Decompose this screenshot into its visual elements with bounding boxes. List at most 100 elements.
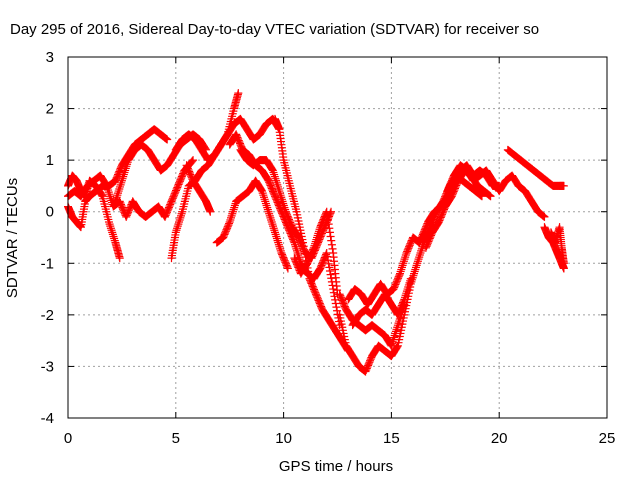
data-point (323, 211, 332, 220)
data-point (258, 189, 267, 198)
data-point (315, 225, 324, 234)
data-point (401, 253, 410, 262)
data-point (397, 265, 406, 274)
data-point (97, 190, 106, 199)
data-point (437, 199, 446, 208)
data-series (212, 176, 292, 273)
data-point (106, 224, 115, 233)
data-point (292, 244, 301, 253)
data-series (64, 125, 172, 232)
data-point (322, 250, 331, 259)
data-point (228, 209, 237, 218)
data-point (112, 193, 121, 202)
data-point (230, 201, 239, 210)
data-point (269, 222, 278, 231)
data-point (403, 285, 412, 294)
y-tick-label: 0 (46, 204, 54, 221)
data-point (189, 156, 198, 165)
data-point (399, 257, 408, 266)
data-point (105, 190, 114, 199)
data-point (277, 193, 286, 202)
data-point (276, 191, 285, 200)
data-point (397, 263, 406, 272)
data-point (396, 269, 405, 278)
data-point (263, 205, 272, 214)
data-point (299, 242, 308, 251)
data-point (268, 166, 277, 175)
data-point (413, 257, 422, 266)
data-point (400, 293, 409, 302)
data-point (328, 244, 337, 253)
data-point (304, 271, 313, 280)
data-point (325, 263, 334, 272)
data-point (187, 158, 196, 167)
axis-ticks: 0 5 10 15 20 25 -4 -3 -2 -1 0 1 2 3 (41, 49, 616, 447)
data-point (401, 251, 410, 260)
data-point (163, 135, 172, 144)
data-point (107, 226, 116, 235)
y-tick-label: -4 (41, 410, 54, 427)
data-point (302, 261, 311, 270)
data-point (395, 317, 404, 326)
data-point (395, 271, 404, 280)
data-series (348, 274, 415, 330)
data-point (272, 176, 281, 185)
x-tick-label: 0 (64, 430, 72, 447)
data-point (404, 283, 413, 292)
data-point (314, 227, 323, 236)
data-points (64, 89, 568, 376)
data-series (171, 89, 243, 165)
data-point (119, 172, 128, 181)
y-tick-label: -3 (41, 358, 54, 375)
grid-lines (68, 57, 607, 418)
data-point (112, 195, 121, 204)
data-point (118, 174, 127, 183)
data-point (310, 241, 319, 250)
data-point (270, 228, 279, 237)
x-axis-label: GPS time / hours (279, 458, 393, 475)
data-point (261, 199, 270, 208)
data-point (268, 220, 277, 229)
data-point (278, 197, 287, 206)
data-point (117, 176, 126, 185)
data-point (222, 131, 231, 140)
data-point (394, 319, 403, 328)
data-point (123, 160, 132, 169)
data-point (311, 237, 320, 246)
data-point (229, 205, 238, 214)
data-point (109, 232, 118, 241)
data-point (393, 323, 402, 332)
data-point (188, 157, 197, 166)
data-point (281, 205, 290, 214)
data-point (174, 220, 183, 229)
data-point (259, 193, 268, 202)
y-tick-label: -2 (41, 307, 54, 324)
data-point (274, 240, 283, 249)
data-point (265, 211, 274, 220)
data-point (260, 195, 269, 204)
data-point (262, 201, 271, 210)
data-point (119, 170, 128, 179)
data-point (274, 238, 283, 247)
data-point (540, 212, 549, 221)
data-point (410, 269, 419, 278)
data-point (299, 238, 308, 247)
data-point (116, 180, 125, 189)
data-point (293, 231, 302, 240)
data-point (176, 211, 185, 220)
data-point (401, 291, 410, 300)
data-point (177, 209, 186, 218)
x-tick-label: 15 (383, 430, 400, 447)
data-point (413, 259, 422, 268)
data-point (272, 178, 281, 187)
data-point (273, 236, 282, 245)
data-point (400, 255, 409, 264)
data-point (106, 222, 115, 231)
data-point (293, 248, 302, 257)
data-point (122, 162, 131, 171)
data-point (311, 239, 320, 248)
data-point (392, 325, 401, 334)
data-point (256, 185, 265, 194)
data-point (110, 234, 119, 243)
